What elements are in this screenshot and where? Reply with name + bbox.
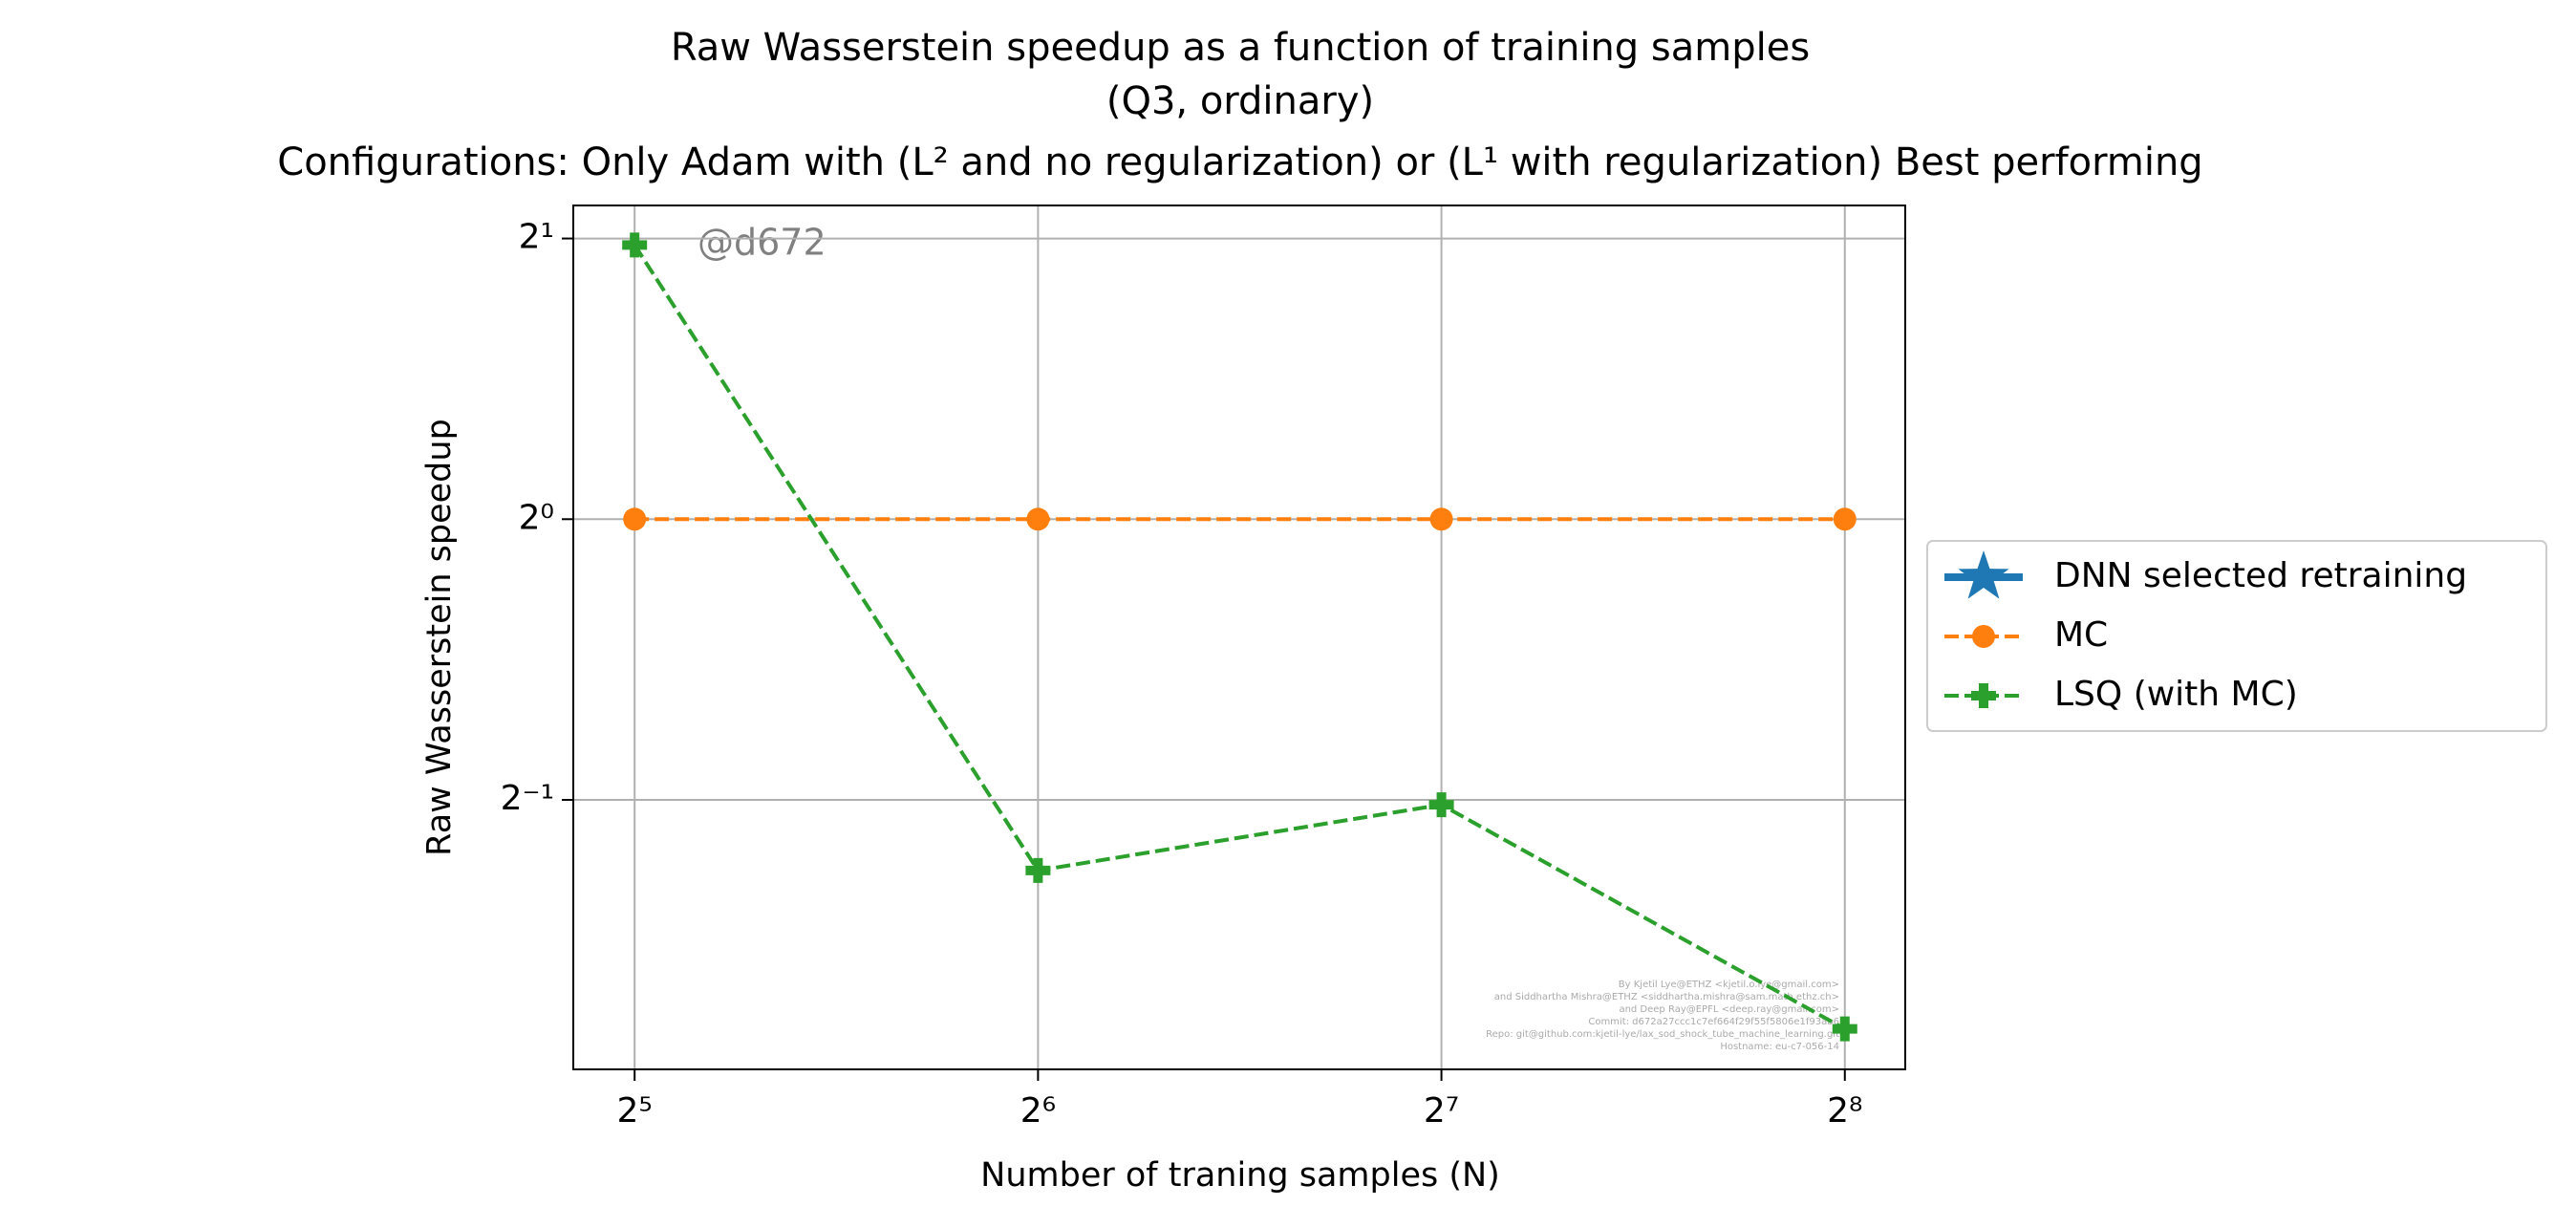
- x-tick-label: 2⁷: [1424, 1091, 1459, 1131]
- marker: [1026, 507, 1050, 531]
- marker: [1429, 507, 1453, 531]
- legend-marker: [1958, 550, 2009, 599]
- legend-box: [1926, 540, 2547, 732]
- watermark: Hostname: eu-c7-056-14: [1720, 1042, 1839, 1052]
- watermark: Commit: d672a27ccc1c7ef664f29f55f5806e1f…: [1588, 1017, 1839, 1027]
- legend-label: MC: [2054, 615, 2108, 655]
- y-tick-label: 2⁻¹: [501, 779, 554, 818]
- marker: [1025, 857, 1051, 883]
- series-line: [633, 244, 1846, 1031]
- chart-title: Raw Wasserstein speedup as a function of…: [671, 26, 1810, 70]
- y-tick-label: 2¹: [519, 218, 554, 257]
- chart-title: (Q3, ordinary): [1106, 79, 1374, 123]
- x-tick-label: 2⁶: [1020, 1091, 1056, 1131]
- annotation: @d672: [698, 222, 826, 264]
- y-tick-label: 2⁰: [519, 498, 554, 537]
- x-tick-label: 2⁸: [1827, 1091, 1862, 1131]
- x-tick-label: 2⁵: [617, 1091, 653, 1131]
- plot-frame: [572, 205, 1906, 1070]
- marker: [1833, 507, 1857, 531]
- y-axis-label: Raw Wasserstein speedup: [420, 419, 459, 856]
- legend-marker: [1971, 683, 1996, 708]
- legend-marker: [1972, 625, 1995, 648]
- watermark: and Deep Ray@EPFL <deep.ray@gmail.com>: [1619, 1004, 1839, 1015]
- x-axis-label: Number of traning samples (N): [980, 1156, 1500, 1195]
- legend-label: DNN selected retraining: [2054, 556, 2467, 595]
- marker: [1428, 792, 1454, 818]
- marker: [623, 507, 647, 531]
- marker: [622, 232, 648, 258]
- legend-label: LSQ (with MC): [2054, 675, 2298, 714]
- watermark: Repo: git@github.com:kjetil-lye/lax_sod_…: [1486, 1029, 1839, 1040]
- watermark: and Siddhartha Mishra@ETHZ <siddhartha.m…: [1494, 992, 1839, 1002]
- chart-title: Configurations: Only Adam with (L² and n…: [277, 140, 2202, 184]
- watermark: By Kjetil Lye@ETHZ <kjetil.o.lye@gmail.c…: [1619, 980, 1839, 990]
- marker: [1832, 1016, 1857, 1042]
